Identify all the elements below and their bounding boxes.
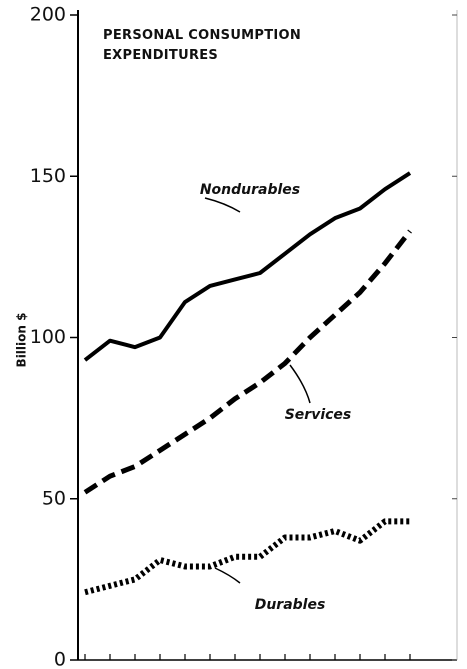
chart-title: PERSONAL CONSUMPTION EXPENDITURES — [103, 28, 302, 63]
y-tick-label: 0 — [54, 649, 66, 669]
series-line — [83, 171, 412, 362]
series-line — [84, 518, 410, 596]
series-line — [83, 229, 412, 495]
y-tick-label: 100 — [30, 326, 66, 348]
leader — [214, 567, 241, 584]
series-label: Nondurables — [200, 182, 300, 198]
y-tick-label: 200 — [30, 4, 66, 26]
series-label: Services — [285, 407, 352, 423]
leader — [289, 364, 311, 404]
y-tick-label: 50 — [42, 487, 66, 509]
y-tick-label: 150 — [30, 165, 66, 187]
series-label: Durables — [255, 597, 326, 613]
leader — [204, 197, 241, 213]
y-axis-label: Billion $ — [15, 313, 29, 368]
